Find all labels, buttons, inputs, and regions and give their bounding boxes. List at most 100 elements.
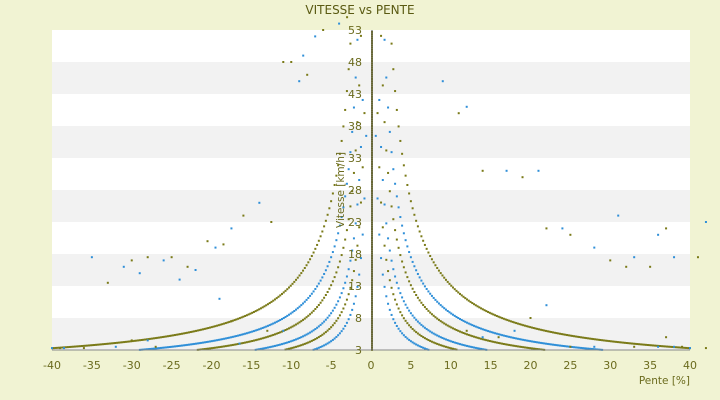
data-point — [340, 254, 343, 257]
data-point — [182, 332, 185, 335]
data-point — [293, 280, 296, 283]
data-point — [501, 334, 504, 337]
data-point — [335, 174, 338, 177]
data-point — [418, 333, 421, 336]
data-point — [392, 318, 395, 321]
data-point — [390, 286, 393, 289]
data-point — [613, 340, 616, 343]
data-point — [222, 243, 225, 246]
data-point — [553, 331, 556, 334]
data-point — [305, 316, 308, 319]
data-point — [358, 226, 361, 229]
data-point — [480, 337, 483, 340]
y-tick-label: 23 — [348, 216, 362, 229]
data-point — [214, 346, 217, 349]
data-point — [432, 332, 435, 335]
data-point — [408, 251, 411, 254]
x-tick-label: -20 — [203, 359, 221, 372]
data-point — [347, 168, 350, 171]
data-point — [152, 347, 155, 350]
data-point — [522, 324, 525, 327]
data-point — [237, 317, 240, 320]
data-point — [205, 327, 208, 330]
data-point — [494, 341, 497, 344]
data-point — [566, 345, 569, 348]
data-point — [347, 293, 350, 296]
data-point — [448, 282, 451, 285]
data-point — [485, 339, 488, 342]
data-point — [349, 286, 352, 289]
data-point — [380, 145, 383, 148]
data-point — [397, 125, 400, 128]
data-point — [432, 314, 435, 317]
data-point — [307, 296, 310, 299]
data-point — [242, 341, 245, 344]
data-point — [425, 338, 428, 341]
data-point — [219, 345, 222, 348]
data-point — [430, 313, 433, 316]
data-point — [583, 347, 586, 350]
data-point — [249, 331, 252, 334]
data-point — [105, 342, 108, 345]
x-tick-label: 0 — [368, 359, 375, 372]
data-point — [293, 324, 296, 327]
data-point — [312, 309, 315, 312]
data-point — [418, 345, 421, 348]
data-point — [268, 346, 271, 349]
data-point — [444, 278, 447, 281]
data-point — [165, 346, 168, 349]
data-point — [495, 314, 498, 317]
data-point — [324, 343, 327, 346]
data-point — [354, 222, 357, 225]
data-point — [501, 342, 504, 345]
data-point — [216, 324, 219, 327]
data-point — [487, 330, 490, 333]
data-point — [395, 281, 398, 284]
data-point — [345, 298, 348, 301]
data-point — [520, 345, 523, 348]
data-point — [89, 344, 92, 347]
data-point — [319, 279, 322, 282]
data-point — [539, 341, 542, 344]
data-point — [450, 340, 453, 343]
data-point — [559, 344, 562, 347]
data-point — [277, 319, 280, 322]
data-point — [644, 343, 647, 346]
data-point — [573, 335, 576, 338]
data-point — [425, 348, 428, 351]
data-point — [359, 34, 362, 37]
data-point — [583, 336, 586, 339]
data-point — [505, 169, 508, 172]
data-point — [72, 345, 75, 348]
data-point — [534, 327, 537, 330]
data-point — [349, 151, 352, 154]
data-point — [580, 346, 583, 349]
data-point — [551, 331, 554, 334]
data-point — [188, 331, 191, 334]
data-point — [383, 121, 386, 124]
data-point — [302, 335, 305, 338]
data-point — [298, 344, 301, 347]
data-point — [423, 326, 426, 329]
data-point — [509, 336, 512, 339]
data-point — [423, 347, 426, 350]
data-point — [411, 327, 414, 330]
data-point — [296, 276, 299, 279]
data-point — [409, 284, 412, 287]
data-point — [365, 134, 368, 137]
data-point — [587, 347, 590, 350]
data-point — [434, 264, 437, 267]
data-point — [254, 310, 257, 313]
data-point — [404, 335, 407, 338]
data-point — [615, 340, 618, 343]
data-point — [637, 343, 640, 346]
data-point — [263, 305, 266, 308]
data-point — [522, 338, 525, 341]
data-point — [406, 183, 409, 186]
data-point — [536, 327, 539, 330]
chart-title: VITESSE vs PENTE — [305, 3, 414, 17]
data-point — [513, 337, 516, 340]
data-point — [385, 149, 388, 152]
data-point — [439, 304, 442, 307]
data-point — [188, 343, 191, 346]
